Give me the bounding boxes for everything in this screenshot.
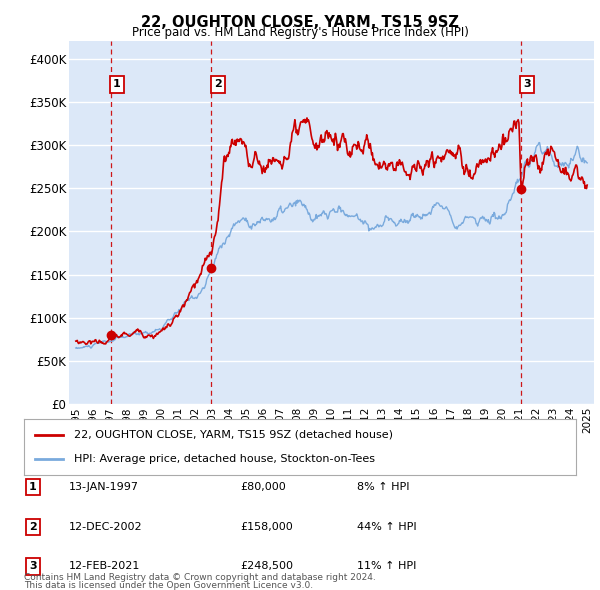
Text: 1: 1 (29, 482, 37, 491)
Text: 13-JAN-1997: 13-JAN-1997 (69, 482, 139, 491)
Text: 8% ↑ HPI: 8% ↑ HPI (357, 482, 409, 491)
Text: This data is licensed under the Open Government Licence v3.0.: This data is licensed under the Open Gov… (24, 581, 313, 590)
Text: £248,500: £248,500 (240, 562, 293, 571)
Text: £80,000: £80,000 (240, 482, 286, 491)
Text: 12-DEC-2002: 12-DEC-2002 (69, 522, 143, 532)
Text: 2: 2 (29, 522, 37, 532)
Text: 12-FEB-2021: 12-FEB-2021 (69, 562, 140, 571)
Text: 11% ↑ HPI: 11% ↑ HPI (357, 562, 416, 571)
Text: £158,000: £158,000 (240, 522, 293, 532)
Text: HPI: Average price, detached house, Stockton-on-Tees: HPI: Average price, detached house, Stoc… (74, 454, 374, 464)
Text: 22, OUGHTON CLOSE, YARM, TS15 9SZ: 22, OUGHTON CLOSE, YARM, TS15 9SZ (141, 15, 459, 30)
Text: 22, OUGHTON CLOSE, YARM, TS15 9SZ (detached house): 22, OUGHTON CLOSE, YARM, TS15 9SZ (detac… (74, 430, 392, 440)
Text: 3: 3 (29, 562, 37, 571)
Text: 2: 2 (214, 80, 221, 90)
Text: Contains HM Land Registry data © Crown copyright and database right 2024.: Contains HM Land Registry data © Crown c… (24, 572, 376, 582)
Text: 1: 1 (113, 80, 121, 90)
Text: 44% ↑ HPI: 44% ↑ HPI (357, 522, 416, 532)
Text: 3: 3 (524, 80, 531, 90)
Text: Price paid vs. HM Land Registry's House Price Index (HPI): Price paid vs. HM Land Registry's House … (131, 26, 469, 39)
